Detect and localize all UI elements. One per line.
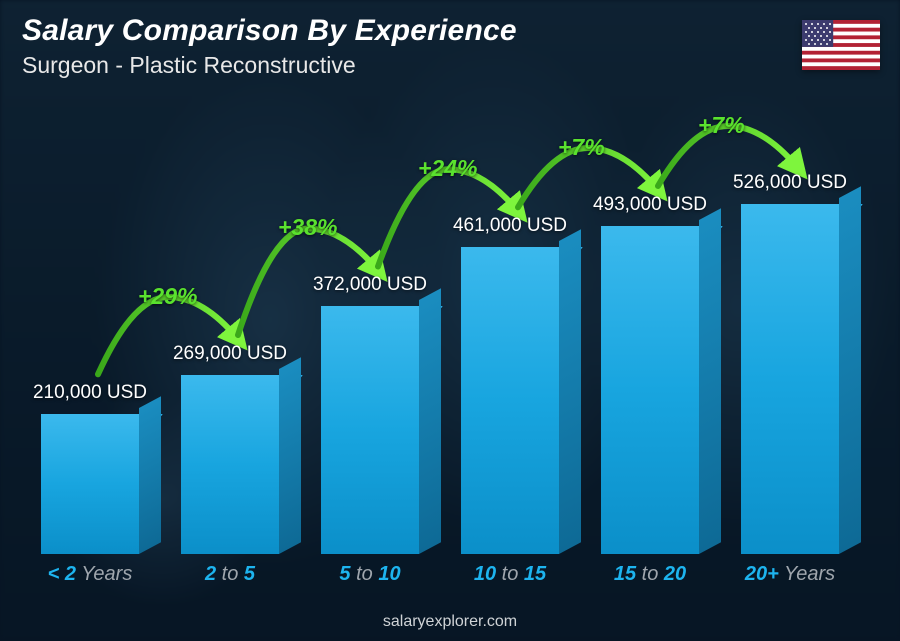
bar-col: 210,000 USD bbox=[20, 100, 160, 554]
bar-value-label: 372,000 USD bbox=[313, 274, 427, 296]
increment-pct-label: +7% bbox=[698, 112, 745, 139]
bar-value-label: 461,000 USD bbox=[453, 215, 567, 237]
bar-col: 493,000 USD bbox=[580, 100, 720, 554]
increment-pct-label: +29% bbox=[138, 283, 197, 310]
bar-side-face bbox=[839, 186, 861, 554]
increment-pct-label: +7% bbox=[558, 134, 605, 161]
bar-col: 269,000 USD bbox=[160, 100, 300, 554]
bar-value-label: 493,000 USD bbox=[593, 194, 707, 216]
x-axis: < 2 Years2 to 55 to 1010 to 1515 to 2020… bbox=[20, 563, 860, 586]
bar-side-face bbox=[699, 208, 721, 554]
x-axis-label: 10 to 15 bbox=[440, 563, 580, 586]
bar-side-face bbox=[419, 289, 441, 554]
bar-side-face bbox=[559, 230, 581, 554]
bar-front-face bbox=[181, 375, 279, 554]
bar bbox=[41, 414, 139, 554]
bar-front-face bbox=[461, 247, 559, 554]
bar-side-face bbox=[279, 357, 301, 554]
increment-pct-label: +38% bbox=[278, 214, 337, 241]
content-root: Salary Comparison By Experience Surgeon … bbox=[0, 0, 900, 641]
bar-front-face bbox=[741, 204, 839, 554]
chart-title: Salary Comparison By Experience bbox=[22, 14, 517, 48]
bar-front-face bbox=[601, 226, 699, 554]
increment-pct-label: +24% bbox=[418, 155, 477, 182]
bar bbox=[181, 375, 279, 554]
chart-subtitle: Surgeon - Plastic Reconstructive bbox=[22, 52, 517, 79]
chart-area: 210,000 USD 269,000 USD 372,000 USD 461,000… bbox=[20, 100, 860, 586]
bar bbox=[321, 306, 419, 554]
footer-credit: salaryexplorer.com bbox=[0, 613, 900, 631]
bar-col: 526,000 USD bbox=[720, 100, 860, 554]
bar-side-face bbox=[139, 397, 161, 554]
bar bbox=[601, 226, 699, 554]
bar-front-face bbox=[41, 414, 139, 554]
x-axis-label: 20+ Years bbox=[720, 563, 860, 586]
header: Salary Comparison By Experience Surgeon … bbox=[22, 14, 517, 79]
x-axis-label: 5 to 10 bbox=[300, 563, 440, 586]
bar bbox=[741, 204, 839, 554]
x-axis-label: 15 to 20 bbox=[580, 563, 720, 586]
bar-value-label: 269,000 USD bbox=[173, 343, 287, 365]
bar-value-label: 210,000 USD bbox=[33, 382, 147, 404]
bar bbox=[461, 247, 559, 554]
bar-value-label: 526,000 USD bbox=[733, 172, 847, 194]
x-axis-label: < 2 Years bbox=[20, 563, 160, 586]
x-axis-label: 2 to 5 bbox=[160, 563, 300, 586]
bar-front-face bbox=[321, 306, 419, 554]
flag-usa-icon bbox=[802, 20, 880, 70]
